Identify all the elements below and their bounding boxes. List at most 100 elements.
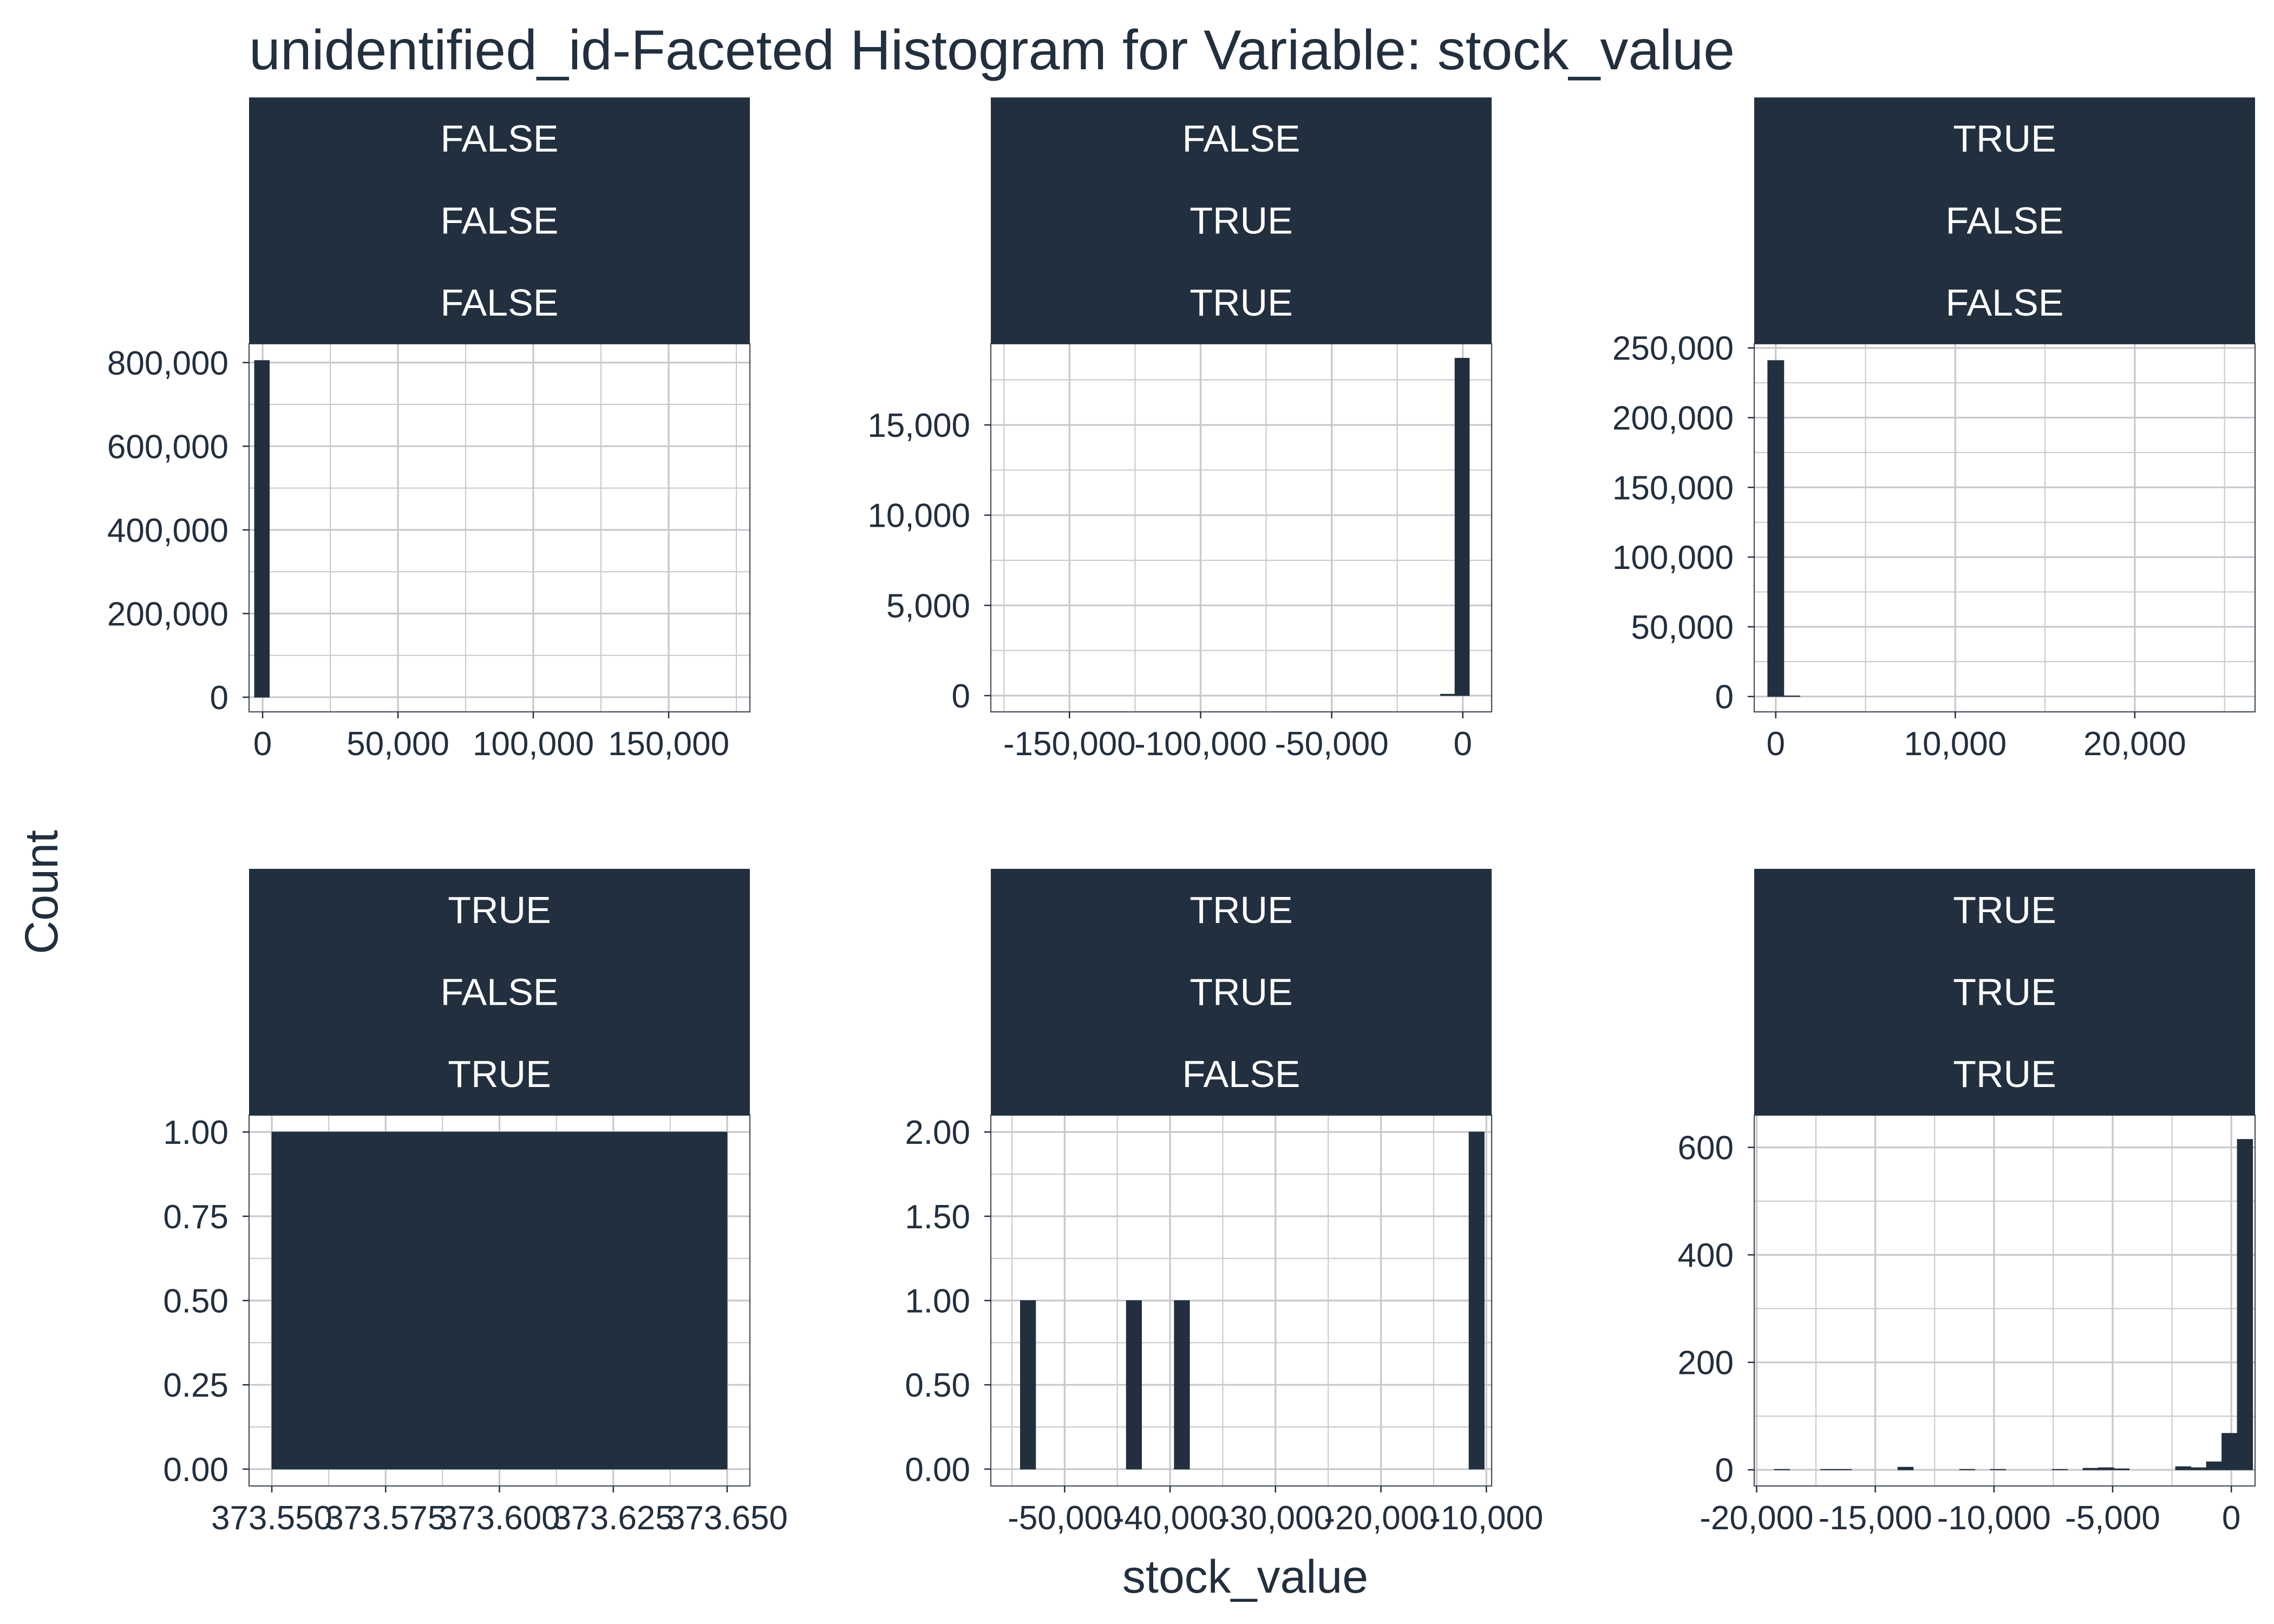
x-tick-label: -10,000 (1937, 1499, 2051, 1537)
histogram-bar (1126, 1300, 1142, 1470)
x-axis-title: stock_value (1122, 1551, 1368, 1603)
facet-strip (249, 97, 750, 344)
facet-strip (1754, 869, 2255, 1115)
y-tick-label: 600,000 (107, 428, 228, 466)
histogram-bar (1440, 693, 1455, 696)
histogram-bar (1774, 1469, 1791, 1470)
facet-strip-label: TRUE (448, 1053, 551, 1095)
facet-strip (249, 869, 750, 1115)
facet-strip-label: FALSE (1182, 117, 1301, 160)
histogram-bar (1897, 1466, 1914, 1470)
y-tick-label: 0 (210, 679, 228, 717)
histogram-bar (2237, 1139, 2253, 1470)
gridlines (1754, 344, 2255, 712)
facet-panel-6: TRUE TRUE TRUE -20,000 -15,000 -10,000 -5,000 0… (1678, 869, 2256, 1537)
facet-strip-label: FALSE (441, 200, 559, 242)
x-tick-label: 50,000 (347, 725, 449, 763)
y-tick-label: 200,000 (107, 595, 228, 633)
x-tick-label: 373.575 (325, 1499, 446, 1537)
y-tick-label: 1.50 (905, 1199, 970, 1236)
panel-border (1753, 1114, 2256, 1487)
facet-strip-label: TRUE (1190, 889, 1293, 931)
y-tick-label: 0.50 (163, 1283, 228, 1320)
histogram-bar (2206, 1461, 2223, 1470)
x-tick-label: 373.550 (211, 1499, 332, 1537)
facet-panels: FALSE FALSE FALSE 0 50,000 100,000 150,000 0 200… (107, 97, 2256, 1537)
gridlines (1754, 1115, 2255, 1486)
y-tick-label: 1.00 (905, 1283, 970, 1320)
x-tick-label: -150,000 (1003, 725, 1136, 763)
x-tick-label: -10,000 (1429, 1499, 1543, 1537)
x-tick-label: -5,000 (2065, 1499, 2160, 1537)
y-tick-label: 0.25 (163, 1367, 228, 1404)
histogram-bar (2098, 1467, 2114, 1470)
facet-strip-label: TRUE (1190, 281, 1293, 324)
facet-strip-label: FALSE (1946, 200, 2064, 242)
facet-strip (991, 97, 1492, 344)
histogram-bar (2051, 1469, 2068, 1470)
facet-strip-label: TRUE (1190, 200, 1293, 242)
x-tick-label: -15,000 (1818, 1499, 1932, 1537)
y-tick-label: 400 (1678, 1237, 1734, 1274)
y-tick-label: 600 (1678, 1130, 1734, 1167)
x-tick-label: -20,000 (1324, 1499, 1437, 1537)
facet-strip-label: TRUE (448, 889, 551, 931)
y-axis-title: Count (16, 830, 68, 954)
y-tick-label: 15,000 (867, 407, 970, 444)
y-tick-label: 100,000 (1612, 539, 1734, 577)
y-tick-label: 0.00 (905, 1451, 970, 1489)
y-tick-label: 800,000 (107, 345, 228, 382)
histogram-bar (1174, 1300, 1190, 1470)
histogram-bar (1820, 1469, 1837, 1470)
x-tick-label: -20,000 (1700, 1499, 1813, 1537)
facet-strip-label: FALSE (1946, 281, 2064, 324)
y-tick-label: 10,000 (867, 497, 970, 535)
y-tick-label: 0 (1715, 679, 1734, 716)
x-tick-label: -50,000 (1008, 1499, 1121, 1537)
x-tick-label: -40,000 (1113, 1499, 1227, 1537)
x-tick-label: -30,000 (1219, 1499, 1332, 1537)
facet-panel-2: FALSE TRUE TRUE -150,000-100,000 -50,000 0 0 5,… (867, 97, 1493, 763)
x-tick-label: 100,000 (473, 725, 594, 763)
x-tick-label: 0 (1767, 725, 1785, 763)
panel-border (1753, 343, 2256, 713)
histogram-bar (2221, 1433, 2238, 1470)
facet-strip (991, 869, 1492, 1115)
x-tick-label: -50,000 (1275, 725, 1388, 763)
x-tick-label: 20,000 (2083, 725, 2186, 763)
histogram-bar (2175, 1466, 2192, 1470)
y-tick-label: 200 (1678, 1345, 1734, 1382)
facet-strip-label: TRUE (1190, 971, 1293, 1013)
histogram-bar (2113, 1468, 2130, 1470)
facet-strip-label: TRUE (1953, 971, 2056, 1013)
y-tick-label: 0.75 (163, 1199, 228, 1236)
facet-strip-label: TRUE (1953, 889, 2056, 931)
x-tick-label: 150,000 (608, 725, 729, 763)
histogram-bar (1020, 1300, 1036, 1470)
y-tick-label: 400,000 (107, 512, 228, 549)
gridlines (991, 1115, 1492, 1486)
gridlines (991, 344, 1492, 712)
y-tick-label: 250,000 (1612, 330, 1734, 368)
panel-border (248, 343, 751, 713)
histogram-bar (254, 360, 270, 698)
x-tick-label: 0 (1453, 725, 1472, 763)
y-tick-label: 50,000 (1631, 609, 1734, 646)
x-tick-label: 0 (2222, 1499, 2240, 1537)
y-tick-label: 200,000 (1612, 400, 1734, 437)
facet-panel-3: TRUE FALSE FALSE 0 10,000 20,000 0 50,000 100,00… (1612, 97, 2256, 763)
histogram-bar (1835, 1469, 1852, 1470)
histogram-bar (1959, 1469, 1976, 1470)
y-tick-label: 0 (952, 678, 970, 715)
chart-title: unidentified_id-Faceted Histogram for Va… (249, 19, 1735, 82)
y-tick-label: 0.00 (163, 1451, 228, 1489)
histogram-bar (1468, 1131, 1485, 1470)
facet-strip-label: FALSE (441, 117, 559, 160)
x-tick-label: 373.650 (666, 1499, 788, 1537)
x-tick-label: -100,000 (1134, 725, 1267, 763)
facet-panel-5: TRUE TRUE FALSE -50,000-40,000-30,000-20,00… (905, 869, 1543, 1537)
y-tick-label: 1.00 (163, 1114, 228, 1151)
histogram-bar (2082, 1468, 2099, 1470)
histogram-bar (1990, 1469, 2007, 1470)
